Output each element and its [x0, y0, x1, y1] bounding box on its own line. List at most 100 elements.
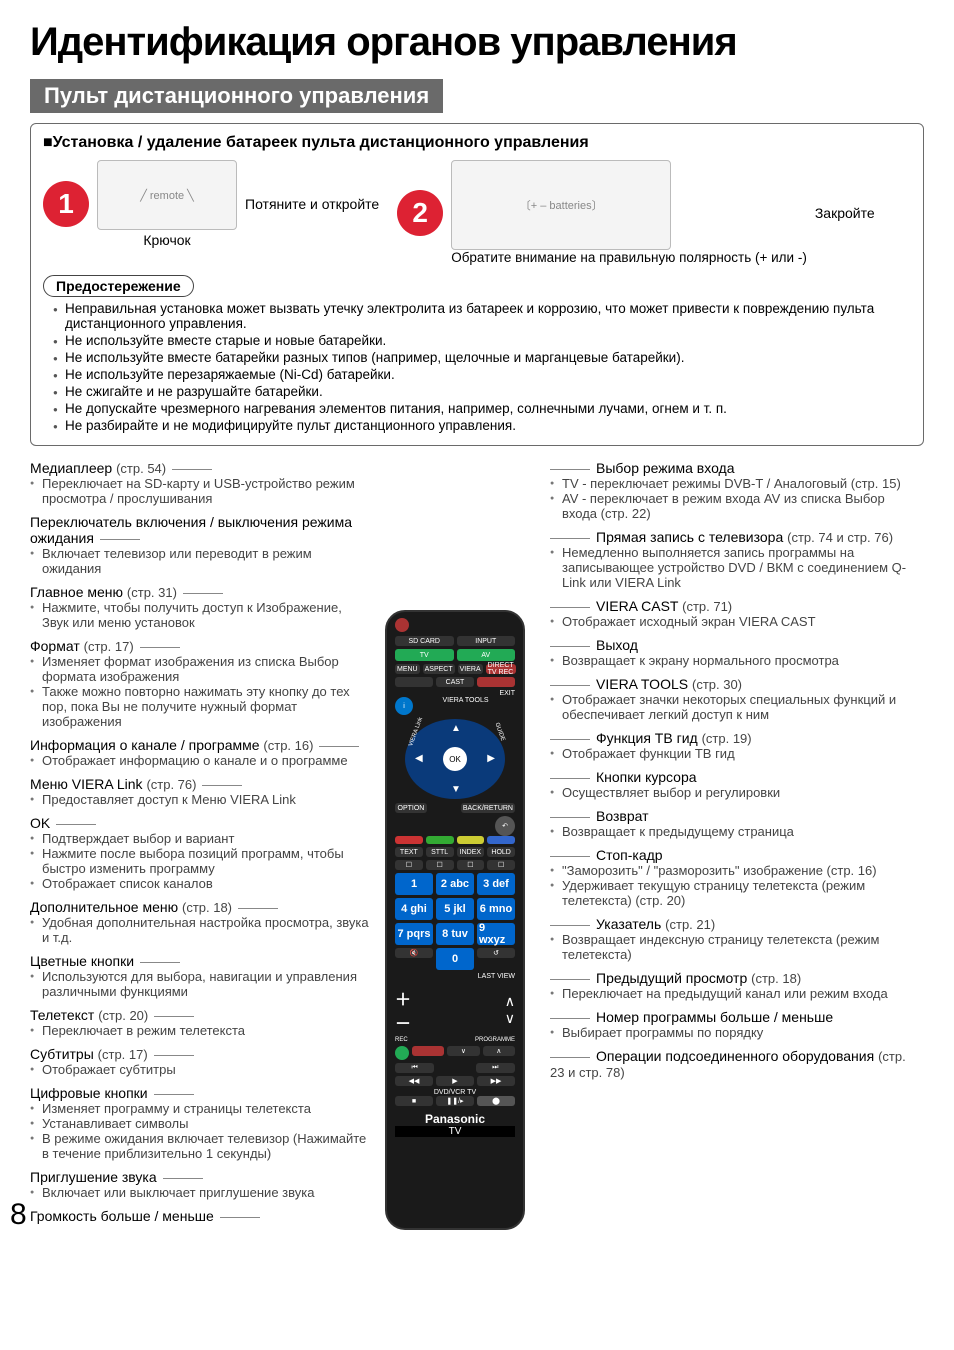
function-item: Цветные кнопкиИспользуются для выбора, н… [30, 953, 370, 999]
function-desc: Отображает исходный экран VIERA CAST [550, 614, 910, 629]
num-3: 3 def [477, 873, 515, 895]
function-item: Меню VIERA Link (стр. 76)Предоставляет д… [30, 776, 370, 807]
input-btn: INPUT [457, 636, 516, 646]
function-title: Громкость больше / меньше [30, 1208, 370, 1224]
step-1-icon: 1 [43, 181, 89, 227]
nav-pad: ▲ ▼ ◀ ▶ OK VIERA Link GUIDE [405, 719, 505, 799]
num-2: 2 abc [436, 873, 474, 895]
caution-item: Неправильная установка может вызвать уте… [53, 301, 911, 331]
function-title: Кнопки курсора [550, 769, 910, 785]
av-btn: AV [457, 649, 516, 661]
function-item: Громкость больше / меньше [30, 1208, 370, 1224]
function-desc: В режиме ожидания включает телевизор (На… [30, 1131, 370, 1161]
function-title: VIERA CAST (стр. 71) [550, 598, 910, 614]
section-heading: Пульт дистанционного управления [30, 79, 443, 113]
brand-label: Panasonic [395, 1112, 515, 1126]
num-8: 8 tuv [436, 923, 474, 945]
function-desc: TV - переключает режимы DVB-T / Аналогов… [550, 476, 910, 491]
function-desc: Устанавливает символы [30, 1116, 370, 1131]
option-btn: OPTION [395, 803, 427, 813]
num-0: 0 [436, 948, 474, 970]
num-4: 4 ghi [395, 898, 433, 920]
step-1-text: Потяните и откройте [245, 196, 379, 212]
numpad: 12 abc3 def4 ghi5 jkl6 mno7 pqrs8 tuv9 w… [395, 873, 515, 970]
function-desc: Предоставляет доступ к Меню VIERA Link [30, 792, 370, 807]
caution-item: Не допускайте чрезмерного нагревания эле… [53, 401, 911, 416]
mute-icon: 🔇 [395, 948, 433, 958]
function-item: Указатель (стр. 21)Возвращает индексную … [550, 916, 910, 962]
function-desc: Изменяет программу и страницы телетекста [30, 1101, 370, 1116]
battery-install-panel: ■Установка / удаление батареек пульта ди… [30, 123, 924, 446]
caution-heading: Предостережение [43, 275, 194, 297]
function-desc: Нажмите после выбора позиций программ, ч… [30, 846, 370, 876]
function-title: Информация о канале / программе (стр. 16… [30, 737, 370, 753]
function-item: ВыходВозвращает к экрану нормального про… [550, 637, 910, 668]
page-title: Идентификация органов управления [30, 20, 924, 65]
function-desc: Осуществляет выбор и регулировки [550, 785, 910, 800]
caution-list: Неправильная установка может вызвать уте… [43, 301, 911, 433]
function-title: Функция ТВ гид (стр. 19) [550, 730, 910, 746]
install-steps: 1 ╱ remote ╲ Крючок Потяните и откройте … [43, 160, 911, 265]
function-title: Цифровые кнопки [30, 1085, 370, 1101]
battery-illustration: 〔+ – batteries〕 [451, 160, 671, 250]
function-title: Стоп-кадр [550, 847, 910, 863]
function-title: Выход [550, 637, 910, 653]
function-desc: Нажмите, чтобы получить доступ к Изображ… [30, 600, 370, 630]
function-title: Переключатель включения / выключения реж… [30, 514, 370, 546]
function-title: Телетекст (стр. 20) [30, 1007, 370, 1023]
function-desc: Включает или выключает приглушение звука [30, 1185, 370, 1200]
function-desc: Возвращает индексную страницу телетекста… [550, 932, 910, 962]
function-item: Функция ТВ гид (стр. 19)Отображает функц… [550, 730, 910, 761]
step-2-icon: 2 [397, 190, 443, 236]
function-desc: Выбирает программы по порядку [550, 1025, 910, 1040]
exit-label: EXIT [395, 690, 515, 697]
yellow-btn [457, 836, 485, 844]
function-item: Медиаплеер (стр. 54)Переключает на SD-ка… [30, 460, 370, 506]
function-desc: Отображает значки некоторых специальных … [550, 692, 910, 722]
function-title: OK [30, 815, 370, 831]
function-item: VIERA CAST (стр. 71)Отображает исходный … [550, 598, 910, 629]
num-5: 5 jkl [436, 898, 474, 920]
rec-power-icon [395, 1046, 409, 1060]
function-title: Медиаплеер (стр. 54) [30, 460, 370, 476]
function-desc: Возвращает к экрану нормального просмотр… [550, 653, 910, 668]
function-item: Операции подсоединенного оборудования (с… [550, 1048, 910, 1080]
polarity-note: Обратите внимание на правильную полярнос… [451, 250, 807, 265]
hook-illustration: ╱ remote ╲ [97, 160, 237, 230]
function-desc: Удерживает текущую страницу телетекста (… [550, 878, 910, 908]
step-2-text: Закройте [815, 205, 875, 221]
functions-right: Выбор режима входаTV - переключает режим… [540, 460, 910, 1232]
caution-item: Не используйте вместе батарейки разных т… [53, 350, 911, 365]
function-item: Информация о канале / программе (стр. 16… [30, 737, 370, 768]
page-number: 8 [10, 1198, 27, 1232]
function-item: Номер программы больше / меньшеВыбирает … [550, 1009, 910, 1040]
caution-item: Не используйте перезаряжаемые (Ni-Cd) ба… [53, 367, 911, 382]
function-desc: Переключает на предыдущий канал или режи… [550, 986, 910, 1001]
function-item: ВозвратВозвращает к предыдущему страница [550, 808, 910, 839]
function-desc: Отображает список каналов [30, 876, 370, 891]
caution-item: Не сжигайте и не разрушайте батарейки. [53, 384, 911, 399]
function-desc: Немедленно выполняется запись программы … [550, 545, 910, 590]
function-desc: Переключает в режим телетекста [30, 1023, 370, 1038]
function-desc: Подтверждает выбор и вариант [30, 831, 370, 846]
function-desc: Отображает функции ТВ гид [550, 746, 910, 761]
tv-footer-label: TV [395, 1126, 515, 1137]
function-desc: Удобная дополнительная настройка просмот… [30, 915, 370, 945]
function-desc: Включает телевизор или переводит в режим… [30, 546, 370, 576]
num-9: 9 wxyz [477, 923, 515, 945]
function-title: Предыдущий просмотр (стр. 18) [550, 970, 910, 986]
blue-btn [487, 836, 515, 844]
function-item: Телетекст (стр. 20)Переключает в режим т… [30, 1007, 370, 1038]
function-item: Дополнительное меню (стр. 18)Удобная доп… [30, 899, 370, 945]
tv-btn: TV [395, 649, 454, 661]
function-item: OKПодтверждает выбор и вариантНажмите по… [30, 815, 370, 891]
hook-label: Крючок [97, 232, 237, 248]
green-btn [426, 836, 454, 844]
function-title: Операции подсоединенного оборудования (с… [550, 1048, 910, 1080]
install-subtitle: ■Установка / удаление батареек пульта ди… [43, 134, 911, 152]
info-icon: i [395, 697, 413, 715]
function-title: Цветные кнопки [30, 953, 370, 969]
remote-illustration: SD CARDINPUT TVAV MENUASPECTVIERADIRECT … [385, 610, 525, 1230]
function-title: Указатель (стр. 21) [550, 916, 910, 932]
function-desc: AV - переключает в режим входа AV из спи… [550, 491, 910, 521]
